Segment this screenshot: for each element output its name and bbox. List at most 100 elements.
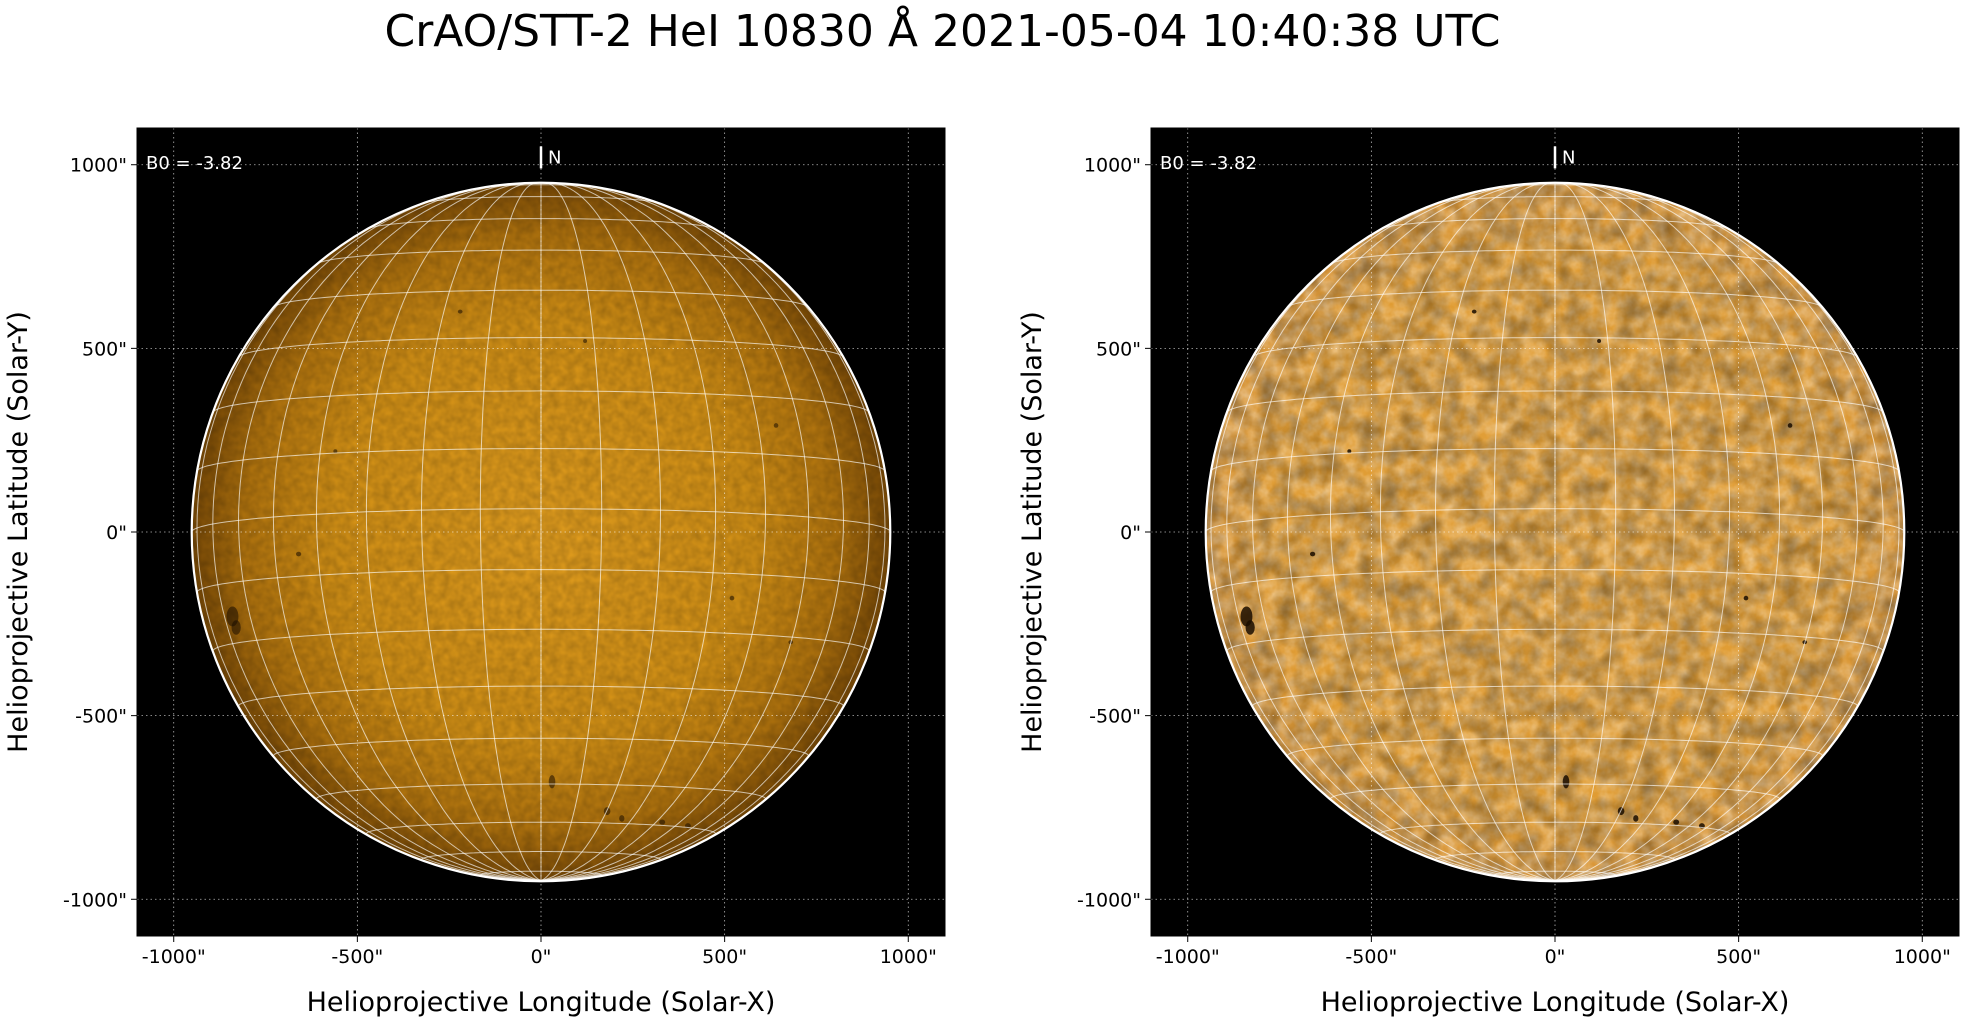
dark-feature xyxy=(548,775,556,789)
dark-feature xyxy=(231,620,241,635)
dark-feature xyxy=(295,551,302,557)
north-label: N xyxy=(1562,147,1575,168)
meridian-line xyxy=(1554,182,1676,881)
y-tick-label: -500" xyxy=(75,706,127,728)
parallel-line xyxy=(196,569,886,593)
y-tick-label: 1000" xyxy=(70,155,127,177)
dark-feature xyxy=(1309,551,1316,557)
parallel-line xyxy=(365,821,717,834)
meridian-line xyxy=(237,184,542,881)
meridian-line xyxy=(540,184,845,881)
parallel-line xyxy=(191,508,891,533)
parallel-line xyxy=(1330,249,1780,265)
meridian-line xyxy=(540,183,767,881)
meridian-line xyxy=(540,183,810,881)
parallel-line xyxy=(212,390,870,413)
x-tick-label: 500" xyxy=(702,946,747,968)
x-tick-label: -500" xyxy=(1345,946,1397,968)
dark-feature xyxy=(1471,309,1477,314)
meridian-line xyxy=(1554,184,1859,881)
x-tick-label: -500" xyxy=(331,946,383,968)
meridian-line xyxy=(1554,186,1884,881)
parallel-line xyxy=(1205,508,1905,533)
meridian-line xyxy=(272,183,542,881)
parallel-line xyxy=(1286,737,1824,757)
parallel-line xyxy=(196,448,886,472)
meridian-line xyxy=(540,182,603,881)
meridian-line xyxy=(1434,182,1556,881)
parallel-line xyxy=(238,685,844,707)
parallel-line xyxy=(212,628,870,652)
meridian-line xyxy=(1554,182,1617,881)
y-tick-label: 500" xyxy=(82,338,127,360)
parallel-line xyxy=(1210,448,1900,472)
dark-feature xyxy=(1673,819,1680,825)
meridian-line xyxy=(1329,183,1556,881)
parallel-line xyxy=(1381,218,1729,230)
b0-label: B0 = -3.82 xyxy=(146,153,243,174)
solar-limb xyxy=(190,181,892,883)
parallel-line xyxy=(238,337,844,358)
x-axis-label: Helioprojective Longitude (Solar-X) xyxy=(307,987,776,1018)
solar-limb xyxy=(1204,181,1906,883)
meridian-line xyxy=(540,182,662,881)
dark-feature xyxy=(1597,339,1602,344)
x-tick-label: 1000" xyxy=(1894,946,1951,968)
north-label: N xyxy=(548,147,561,168)
dark-feature xyxy=(333,449,338,454)
meridian-line xyxy=(540,182,717,881)
meridian-line xyxy=(1226,186,1556,881)
parallel-line xyxy=(1493,870,1617,876)
dark-feature xyxy=(1245,620,1255,635)
parallel-line xyxy=(1226,390,1884,413)
x-tick-label: -1000" xyxy=(1156,946,1220,968)
parallel-line xyxy=(1287,289,1823,308)
meridian-line xyxy=(540,186,870,881)
parallel-line xyxy=(423,196,659,204)
parallel-line xyxy=(1379,821,1731,834)
x-axis-label: Helioprojective Longitude (Solar-X) xyxy=(1321,987,1790,1018)
x-tick-label: -1000" xyxy=(142,946,206,968)
parallel-line xyxy=(1252,685,1858,707)
dark-feature xyxy=(1347,449,1352,454)
meridian-line xyxy=(1286,183,1556,881)
y-tick-label: 500" xyxy=(1096,338,1141,360)
meridian-line xyxy=(479,182,542,881)
heliographic-grid xyxy=(191,182,891,881)
meridian-line xyxy=(1379,182,1556,881)
y-tick-label: -1000" xyxy=(1077,889,1141,911)
y-tick-label: 1000" xyxy=(1084,155,1141,177)
y-tick-label: 0" xyxy=(106,522,127,544)
x-tick-label: 0" xyxy=(531,946,552,968)
meridian-line xyxy=(315,183,542,881)
dark-feature xyxy=(1562,775,1570,789)
meridian-line xyxy=(1251,184,1556,881)
parallel-line xyxy=(1330,783,1780,800)
x-tick-label: 500" xyxy=(1716,946,1761,968)
meridian-line xyxy=(1554,183,1781,881)
parallel-line xyxy=(479,870,603,876)
dark-feature xyxy=(1743,595,1749,601)
x-tick-label: 1000" xyxy=(880,946,937,968)
parallel-line xyxy=(1435,851,1675,860)
parallel-line xyxy=(1252,337,1858,358)
figure-title: CrAO/STT-2 HeI 10830 Å 2021-05-04 10:40:… xyxy=(384,6,1501,57)
dark-feature xyxy=(1633,815,1639,822)
y-axis-label: Helioprojective Latitude (Solar-Y) xyxy=(3,311,34,753)
dark-feature xyxy=(1787,423,1793,428)
dark-feature xyxy=(619,815,625,822)
parallel-line xyxy=(1226,628,1884,652)
dark-feature xyxy=(729,595,735,601)
parallel-line xyxy=(1210,569,1900,593)
y-tick-label: -500" xyxy=(1089,706,1141,728)
parallel-line xyxy=(316,249,766,265)
meridian-line xyxy=(1493,182,1556,881)
parallel-line xyxy=(1437,196,1673,204)
dark-feature xyxy=(773,423,779,428)
parallel-line xyxy=(273,289,809,308)
meridian-line xyxy=(1554,183,1824,881)
x-tick-label: 0" xyxy=(1545,946,1566,968)
parallel-line xyxy=(367,218,715,230)
parallel-line xyxy=(421,851,661,860)
